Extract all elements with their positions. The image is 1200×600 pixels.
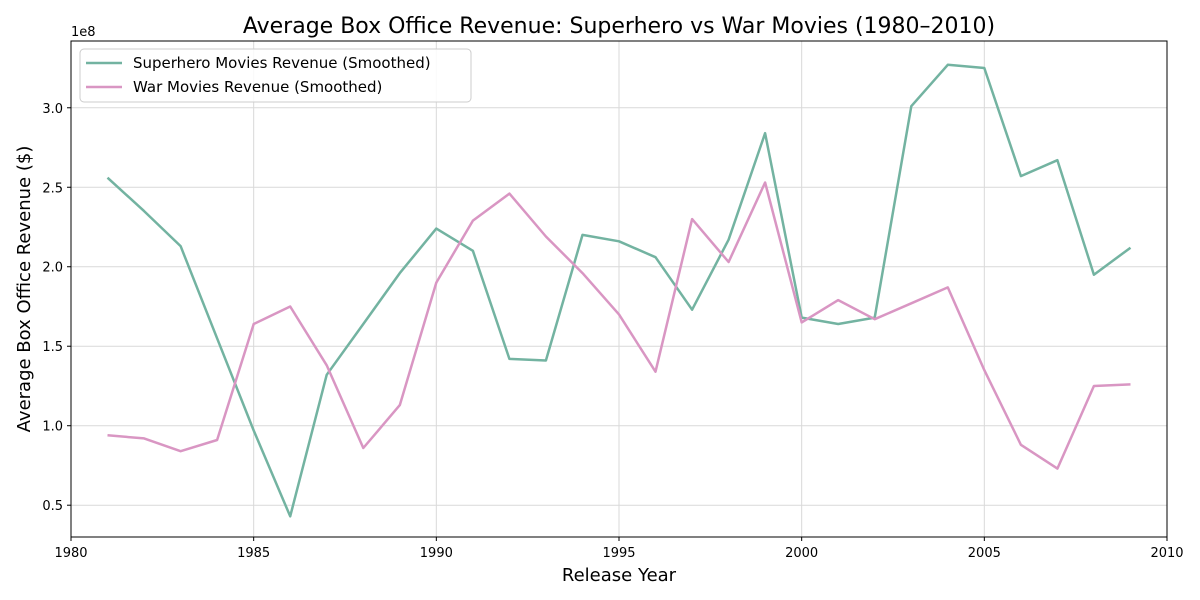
y-tick-label: 2.0 xyxy=(42,261,63,276)
x-tick-label: 2005 xyxy=(968,546,1001,561)
y-tick-label: 1.5 xyxy=(42,340,63,355)
x-tick-label: 1980 xyxy=(54,546,87,561)
x-tick-label: 1985 xyxy=(237,546,270,561)
y-tick-label: 3.0 xyxy=(42,102,63,117)
grid-lines xyxy=(70,41,1168,537)
legend-box xyxy=(79,48,472,103)
x-tick-label: 1990 xyxy=(420,546,453,561)
y-axis: 0.5 1.0 1.5 2.0 2.5 3.0 xyxy=(42,102,71,514)
legend-label: Superhero Movies Revenue (Smoothed) xyxy=(133,54,431,72)
x-axis: 1980 1985 1990 1995 2000 2005 2010 xyxy=(54,537,1184,561)
y-axis-label: Average Box Office Revenue ($) xyxy=(14,146,35,433)
chart-title: Average Box Office Revenue: Superhero vs… xyxy=(243,14,995,39)
series-lines xyxy=(106,63,1132,518)
series-line-superhero xyxy=(106,63,1132,518)
x-axis-label: Release Year xyxy=(562,565,677,586)
legend-label: War Movies Revenue (Smoothed) xyxy=(133,78,382,96)
x-tick-label: 2000 xyxy=(785,546,818,561)
y-tick-label: 0.5 xyxy=(42,499,63,514)
x-tick-label: 1995 xyxy=(602,546,635,561)
series-line-war xyxy=(107,181,1131,470)
y-tick-label: 2.5 xyxy=(42,181,63,196)
y-axis-multiplier: 1e8 xyxy=(71,25,96,40)
legend: Superhero Movies Revenue (Smoothed) War M… xyxy=(79,48,472,103)
y-tick-label: 1.0 xyxy=(42,420,63,435)
x-tick-label: 2010 xyxy=(1150,546,1183,561)
